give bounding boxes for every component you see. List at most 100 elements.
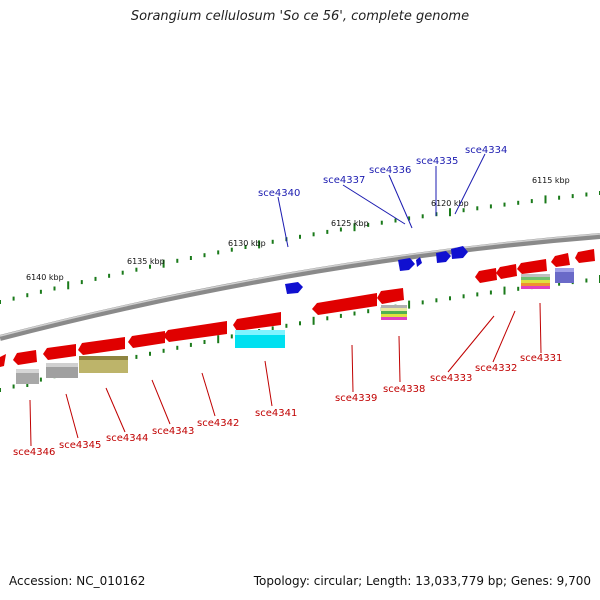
scale-tick-minor bbox=[149, 351, 151, 356]
gene-label-sce4344[interactable]: sce4344 bbox=[106, 433, 148, 444]
gene-label-sce4337[interactable]: sce4337 bbox=[323, 175, 365, 186]
scale-tick-minor bbox=[517, 200, 520, 205]
scale-tick-major bbox=[162, 259, 165, 268]
scale-tick-minor bbox=[53, 286, 56, 291]
gene-sce4341[interactable] bbox=[163, 321, 227, 342]
scale-tick-major bbox=[312, 316, 315, 325]
scale-tick-minor bbox=[80, 280, 83, 285]
scale-tick-minor bbox=[135, 267, 138, 272]
gene-label-sce4338[interactable]: sce4338 bbox=[383, 384, 425, 395]
gene-sce4336[interactable] bbox=[416, 257, 422, 267]
gene-label-sce4332[interactable]: sce4332 bbox=[475, 363, 517, 374]
scale-tick-minor bbox=[326, 229, 329, 234]
feature-sce4332[interactable] bbox=[521, 274, 550, 277]
scale-tick-minor bbox=[476, 206, 479, 211]
scale-tick-minor bbox=[189, 342, 192, 347]
scale-tick-minor bbox=[217, 250, 220, 255]
scale-tick-minor bbox=[149, 264, 151, 269]
scale-tick-minor bbox=[571, 194, 574, 199]
scale-tick-minor bbox=[121, 270, 124, 275]
gene-sce4332[interactable] bbox=[496, 264, 517, 279]
feature-sce4344[interactable] bbox=[79, 356, 128, 373]
gene-sce4339[interactable] bbox=[312, 293, 377, 315]
scale-tick-minor bbox=[476, 292, 479, 297]
feature-sce4338[interactable] bbox=[381, 305, 407, 308]
top-leaders bbox=[277, 153, 486, 248]
gene-sce4338[interactable] bbox=[377, 288, 404, 304]
gene-sce4342[interactable] bbox=[128, 331, 165, 348]
scale-tick-minor bbox=[339, 313, 342, 318]
scale-tick-minor bbox=[530, 199, 533, 204]
gene-label-sce4342[interactable]: sce4342 bbox=[197, 418, 239, 429]
scale-ticks-bottom bbox=[0, 275, 600, 392]
scale-tick-minor bbox=[108, 273, 111, 278]
gene-sce4345[interactable] bbox=[13, 350, 37, 365]
accession-text: Accession: NC_010162 bbox=[9, 574, 146, 588]
gene-label-sce4335[interactable]: sce4335 bbox=[416, 156, 458, 167]
gene-label-sce4339[interactable]: sce4339 bbox=[335, 393, 377, 404]
gene-label-sce4336[interactable]: sce4336 bbox=[369, 165, 411, 176]
scale-tick-minor bbox=[339, 227, 342, 232]
scale-tick-major bbox=[258, 240, 261, 249]
gene-label-sce4345[interactable]: sce4345 bbox=[59, 440, 101, 451]
gene-sce4346[interactable] bbox=[0, 354, 6, 367]
scale-tick-minor bbox=[489, 204, 492, 209]
scale-tick-minor bbox=[189, 256, 192, 260]
kbp-label: 6130 kbp bbox=[228, 239, 266, 248]
bottom-leaders bbox=[29, 302, 542, 447]
feature-boxes bbox=[16, 268, 574, 384]
scale-tick-major bbox=[353, 223, 356, 232]
scale-tick-major bbox=[544, 195, 547, 204]
forward-genes bbox=[285, 246, 468, 294]
gene-label-sce4333[interactable]: sce4333 bbox=[430, 373, 472, 384]
scale-tick-minor bbox=[39, 377, 42, 382]
scale-tick-minor bbox=[162, 348, 165, 353]
kbp-label: 6135 kbp bbox=[127, 257, 165, 266]
scale-tick-minor bbox=[489, 290, 492, 295]
gene-sce4337[interactable] bbox=[398, 258, 415, 271]
gene-sce4332b[interactable] bbox=[517, 259, 547, 274]
genome-backbone bbox=[0, 233, 600, 341]
scale-tick-minor bbox=[271, 239, 274, 244]
scale-tick-major bbox=[67, 281, 70, 290]
scale-tick-minor bbox=[408, 216, 411, 221]
kbp-label: 6140 kbp bbox=[26, 273, 64, 282]
scale-tick-minor bbox=[462, 208, 465, 213]
scale-tick-minor bbox=[449, 296, 451, 301]
gene-sce4340[interactable] bbox=[285, 282, 303, 294]
scale-tick-minor bbox=[503, 202, 506, 207]
gene-label-sce4341[interactable]: sce4341 bbox=[255, 408, 297, 419]
scale-tick-minor bbox=[0, 388, 1, 392]
scale-tick-minor bbox=[299, 234, 301, 239]
genome-summary: Topology: circular; Length: 13,033,779 b… bbox=[253, 574, 591, 588]
gene-sce4341b[interactable] bbox=[233, 312, 281, 331]
scale-tick-minor bbox=[517, 286, 520, 291]
scale-tick-minor bbox=[230, 334, 233, 339]
scale-tick-minor bbox=[12, 384, 15, 389]
gene-label-sce4340[interactable]: sce4340 bbox=[258, 188, 300, 199]
gene-label-sce4331[interactable]: sce4331 bbox=[520, 353, 562, 364]
gene-sce4334[interactable] bbox=[451, 246, 468, 259]
scale-tick-minor bbox=[435, 298, 438, 303]
scale-tick-minor bbox=[12, 296, 15, 301]
gene-sce4333[interactable] bbox=[475, 268, 497, 283]
scale-tick-minor bbox=[312, 232, 315, 237]
scale-tick-minor bbox=[285, 323, 288, 328]
scale-tick-minor bbox=[558, 281, 561, 286]
gene-label-sce4346[interactable]: sce4346 bbox=[13, 447, 55, 458]
scale-tick-minor bbox=[271, 326, 274, 331]
gene-sce4343[interactable] bbox=[78, 337, 125, 355]
scale-tick-major bbox=[503, 286, 506, 295]
kbp-label: 6120 kbp bbox=[431, 199, 469, 208]
gene-sce4344[interactable] bbox=[43, 344, 76, 360]
scale-tick-minor bbox=[94, 276, 97, 281]
gene-label-sce4343[interactable]: sce4343 bbox=[152, 426, 194, 437]
gene-label-sce4334[interactable]: sce4334 bbox=[465, 145, 507, 156]
gene-edge[interactable] bbox=[575, 249, 595, 263]
scale-tick-minor bbox=[176, 258, 179, 263]
gene-sce4331[interactable] bbox=[551, 253, 570, 267]
scale-tick-minor bbox=[176, 345, 179, 350]
scale-tick-minor bbox=[299, 321, 301, 326]
gene-sce4335[interactable] bbox=[436, 251, 451, 263]
